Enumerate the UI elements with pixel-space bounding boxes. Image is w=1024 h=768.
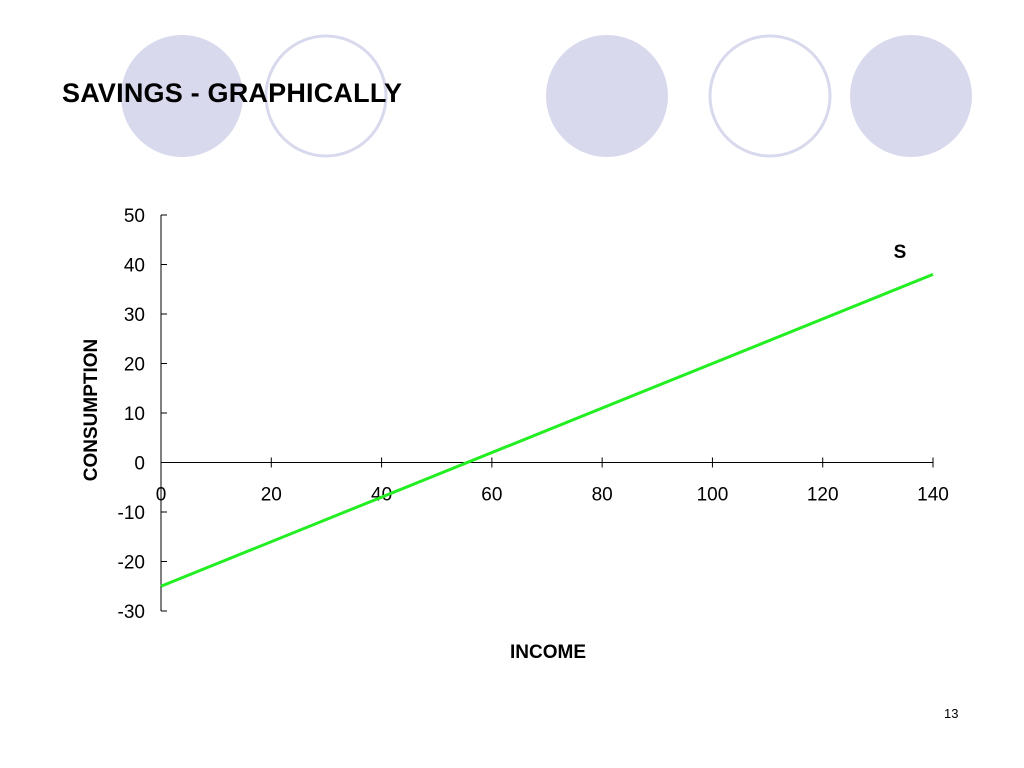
- x-tick-label: 100: [697, 485, 729, 506]
- filled-circle-1: [121, 35, 243, 157]
- x-axis-title: INCOME: [510, 642, 586, 663]
- y-tick-label: -30: [118, 602, 145, 623]
- outline-circle-2: [264, 34, 388, 158]
- page-number: 13: [944, 706, 959, 721]
- x-tick-label: 140: [917, 485, 949, 506]
- x-tick-label: 60: [481, 485, 502, 506]
- y-tick-label: 50: [124, 206, 145, 227]
- decorative-circles: [121, 34, 972, 158]
- y-tick-label: 40: [124, 256, 145, 277]
- savings-chart: 0 20 40 60 80 100 120 140 50403020100-10-20-30 …: [81, 206, 949, 663]
- filled-circle-5: [850, 35, 972, 157]
- y-axis-title: CONSUMPTION: [81, 339, 102, 482]
- y-axis: 50 40 30 20 10 0 -10 -20 -30: [118, 206, 167, 623]
- y-tick-label: 30: [124, 305, 145, 326]
- y-tick-label: 10: [124, 404, 145, 425]
- y-tick-label: -20: [118, 553, 145, 574]
- x-axis: 0 20 40 60 80 100 120 140: [156, 457, 949, 506]
- outline-circle-4: [708, 34, 832, 158]
- y-tick-label: 20: [124, 355, 145, 376]
- x-tick-label: 20: [261, 485, 282, 506]
- filled-circle-3: [546, 35, 668, 157]
- x-tick-label: 80: [592, 485, 613, 506]
- slide-title: SAVINGS - GRAPHICALLY: [62, 78, 403, 108]
- y-tick-label: 0: [134, 454, 145, 475]
- series-group: [160, 273, 934, 588]
- series-label-s: S: [894, 242, 907, 263]
- x-tick-label: 120: [807, 485, 839, 506]
- y-tick-label: -10: [118, 503, 145, 524]
- series-line-1: [160, 273, 934, 588]
